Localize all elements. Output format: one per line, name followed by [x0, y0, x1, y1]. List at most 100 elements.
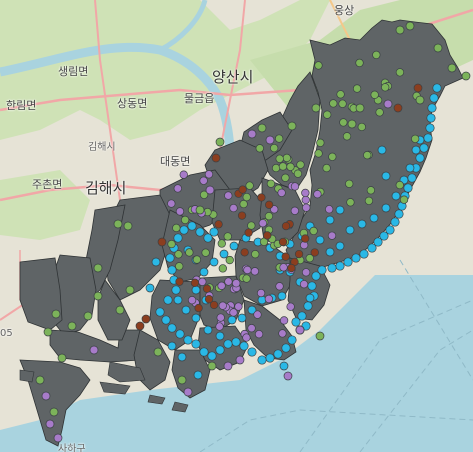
- green-marker[interactable]: [93, 263, 103, 273]
- brown-marker[interactable]: [211, 153, 221, 163]
- green-marker[interactable]: [67, 321, 77, 331]
- green-marker[interactable]: [185, 248, 194, 257]
- purple-marker[interactable]: [187, 296, 197, 305]
- purple-marker[interactable]: [301, 268, 311, 277]
- green-marker[interactable]: [245, 181, 254, 190]
- cyan-marker[interactable]: [390, 217, 400, 227]
- cyan-marker[interactable]: [203, 325, 213, 335]
- brown-marker[interactable]: [278, 237, 288, 247]
- purple-marker[interactable]: [383, 99, 393, 109]
- purple-marker[interactable]: [256, 288, 266, 298]
- cyan-marker[interactable]: [377, 145, 387, 155]
- cyan-marker[interactable]: [429, 93, 439, 103]
- brown-marker[interactable]: [190, 278, 200, 287]
- brown-marker[interactable]: [413, 83, 423, 93]
- purple-marker[interactable]: [258, 219, 267, 228]
- purple-marker[interactable]: [205, 185, 215, 195]
- cyan-marker[interactable]: [145, 283, 155, 293]
- brown-marker[interactable]: [281, 221, 291, 231]
- cyan-marker[interactable]: [307, 281, 317, 291]
- cyan-marker[interactable]: [195, 227, 205, 237]
- cyan-marker[interactable]: [315, 235, 325, 245]
- brown-marker[interactable]: [238, 185, 247, 194]
- cyan-marker[interactable]: [325, 247, 335, 257]
- green-marker[interactable]: [51, 309, 61, 319]
- cyan-marker[interactable]: [183, 335, 193, 345]
- cyan-marker[interactable]: [163, 295, 173, 305]
- green-marker[interactable]: [352, 84, 362, 93]
- brown-marker[interactable]: [214, 220, 223, 229]
- green-marker[interactable]: [338, 99, 347, 108]
- cyan-marker[interactable]: [187, 221, 197, 231]
- purple-marker[interactable]: [234, 302, 243, 311]
- purple-marker[interactable]: [175, 207, 185, 216]
- cyan-marker[interactable]: [207, 351, 217, 361]
- cyan-marker[interactable]: [209, 227, 219, 237]
- green-marker[interactable]: [225, 255, 234, 265]
- green-marker[interactable]: [287, 121, 297, 131]
- green-marker[interactable]: [433, 43, 443, 53]
- green-marker[interactable]: [281, 173, 290, 182]
- purple-marker[interactable]: [53, 433, 63, 443]
- green-marker[interactable]: [192, 255, 202, 264]
- green-marker[interactable]: [255, 144, 264, 153]
- purple-marker[interactable]: [279, 316, 289, 325]
- green-marker[interactable]: [167, 239, 176, 249]
- purple-marker[interactable]: [302, 203, 311, 212]
- cyan-marker[interactable]: [415, 153, 425, 163]
- green-marker[interactable]: [264, 211, 274, 221]
- purple-marker[interactable]: [45, 419, 55, 429]
- purple-marker[interactable]: [254, 330, 264, 339]
- brown-marker[interactable]: [194, 303, 203, 313]
- purple-marker[interactable]: [179, 170, 188, 179]
- brown-marker[interactable]: [264, 200, 274, 209]
- cyan-marker[interactable]: [193, 370, 203, 380]
- green-marker[interactable]: [305, 254, 314, 263]
- cyan-marker[interactable]: [181, 305, 191, 315]
- cyan-marker[interactable]: [167, 341, 177, 351]
- green-marker[interactable]: [282, 153, 291, 163]
- brown-marker[interactable]: [257, 193, 266, 202]
- green-marker[interactable]: [296, 160, 305, 169]
- cyan-marker[interactable]: [357, 219, 367, 229]
- green-marker[interactable]: [357, 122, 366, 132]
- cyan-marker[interactable]: [423, 133, 433, 143]
- purple-marker[interactable]: [167, 199, 176, 208]
- green-marker[interactable]: [355, 58, 364, 68]
- purple-marker[interactable]: [295, 325, 305, 335]
- cyan-marker[interactable]: [277, 291, 287, 301]
- purple-marker[interactable]: [224, 277, 233, 286]
- green-marker[interactable]: [461, 71, 471, 81]
- green-marker[interactable]: [274, 134, 284, 143]
- purple-marker[interactable]: [243, 265, 252, 275]
- green-marker[interactable]: [83, 311, 93, 321]
- brown-marker[interactable]: [281, 252, 290, 261]
- cyan-marker[interactable]: [175, 329, 185, 339]
- green-marker[interactable]: [309, 226, 318, 236]
- green-marker[interactable]: [153, 347, 163, 357]
- purple-marker[interactable]: [286, 302, 295, 311]
- cyan-marker[interactable]: [199, 267, 209, 277]
- green-marker[interactable]: [311, 103, 321, 113]
- cyan-marker[interactable]: [281, 343, 291, 353]
- cyan-marker[interactable]: [167, 265, 177, 275]
- green-marker[interactable]: [199, 190, 209, 199]
- brown-marker[interactable]: [135, 321, 145, 331]
- cyan-marker[interactable]: [177, 352, 187, 362]
- cyan-marker[interactable]: [305, 293, 315, 303]
- green-marker[interactable]: [207, 361, 217, 371]
- green-marker[interactable]: [270, 143, 279, 153]
- cyan-marker[interactable]: [231, 337, 241, 347]
- cyan-marker[interactable]: [165, 253, 175, 263]
- green-marker[interactable]: [375, 108, 384, 117]
- cyan-marker[interactable]: [155, 307, 165, 317]
- purple-marker[interactable]: [250, 267, 260, 276]
- cyan-marker[interactable]: [327, 263, 337, 273]
- green-marker[interactable]: [315, 331, 325, 341]
- purple-marker[interactable]: [218, 301, 227, 310]
- cyan-marker[interactable]: [311, 271, 321, 281]
- green-marker[interactable]: [363, 151, 372, 160]
- cyan-marker[interactable]: [203, 233, 213, 243]
- brown-marker[interactable]: [141, 314, 151, 324]
